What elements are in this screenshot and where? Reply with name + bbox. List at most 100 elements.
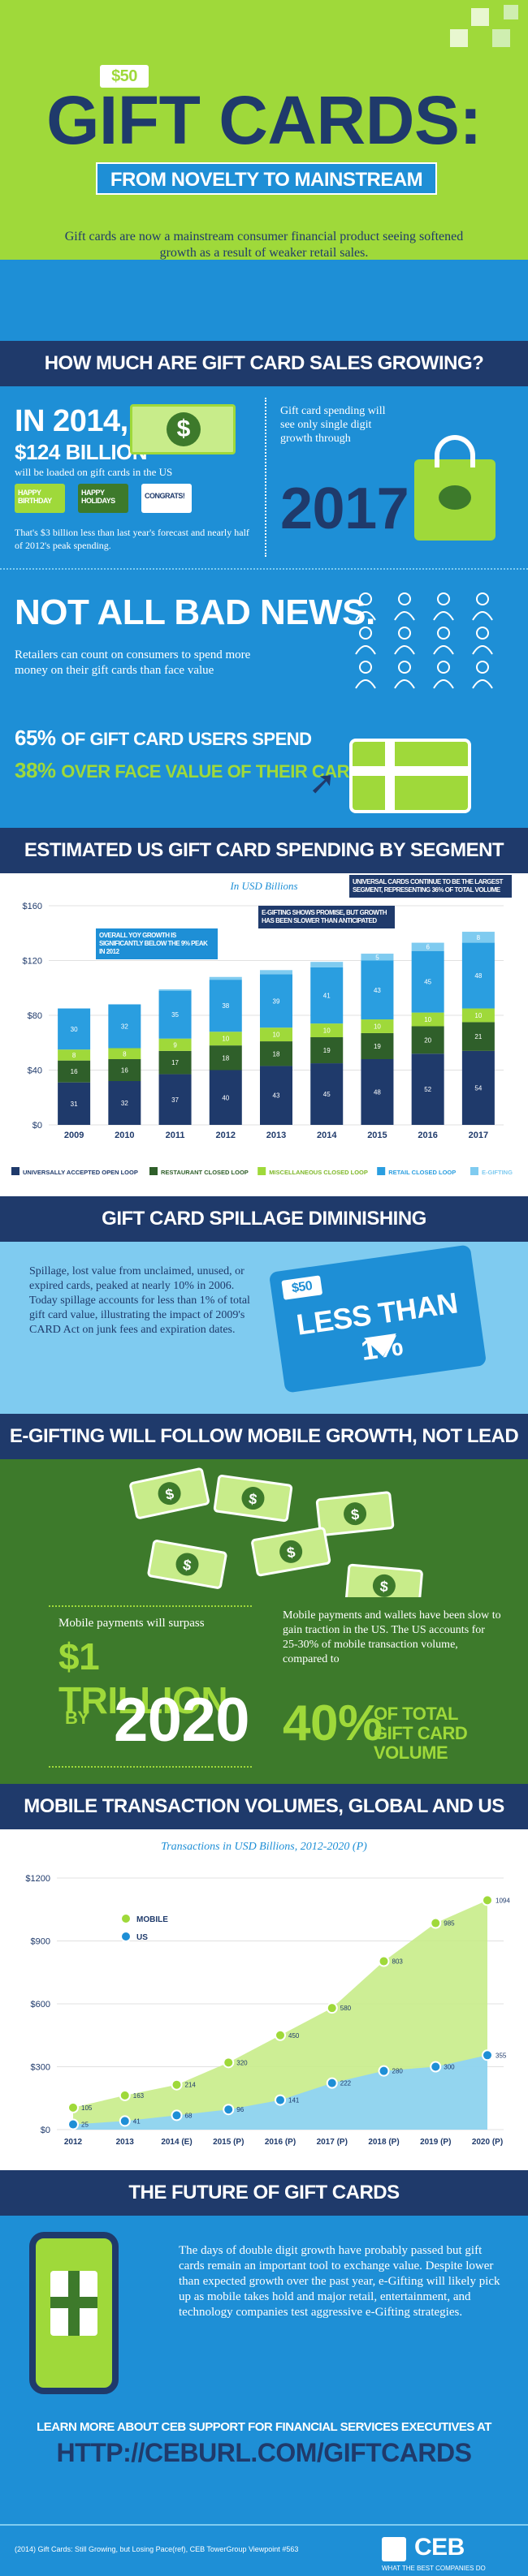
bar-segment (158, 990, 192, 1039)
y-tick-label: $600 (31, 2000, 50, 2010)
future-cta: LEARN MORE ABOUT CEB SUPPORT FOR FINANCI… (37, 2420, 491, 2434)
growth-right-text: Gift card spending will see only single … (280, 405, 386, 445)
card-birthday: HAPPY BIRTHDAY (15, 484, 65, 513)
egift-year: 2020 (114, 1686, 250, 1755)
mobile-point (326, 2002, 338, 2014)
x-tick-label: 2019 (P) (420, 2138, 451, 2147)
us-point (119, 2115, 131, 2127)
bar-segment (158, 1050, 192, 1075)
bar-segment (209, 976, 242, 980)
legend-label: MISCELLANEOUS CLOSED LOOP (269, 1169, 368, 1176)
bar-value-label: 9 (173, 1041, 177, 1049)
bar-value-label: 52 (424, 1086, 431, 1093)
egift-by: BY (65, 1708, 89, 1728)
point-label: 163 (133, 2092, 145, 2100)
bar-value-label: 54 (474, 1084, 482, 1092)
x-tick-label: 2013 (266, 1131, 286, 1140)
dollar-bill-icon: $ (129, 1467, 210, 1519)
y-tick-label: $120 (23, 957, 42, 967)
bar-value-label: 18 (273, 1050, 280, 1058)
bar-value-label: 45 (323, 1091, 331, 1098)
bill-seal (158, 1482, 181, 1506)
x-tick-label: 2015 (P) (213, 2138, 244, 2147)
bar-value-label: 31 (71, 1101, 78, 1108)
stat2: 38% OVER FACE VALUE OF THEIR CARDS (15, 758, 374, 783)
us-point (67, 2118, 79, 2130)
badge-50: $50 (100, 65, 149, 88)
x-tick-label: 2017 (P) (317, 2138, 348, 2147)
growth-right-year: 2017 (280, 476, 409, 541)
point-label: 450 (288, 2032, 300, 2040)
bar-segment (310, 1023, 344, 1037)
growth-note: That's $3 billion less than last year's … (15, 527, 249, 551)
mobile-point (119, 2089, 131, 2101)
dollar-bill-icon: $ (251, 1527, 331, 1577)
footer: (2014) Gift Cards: Still Growing, but Lo… (0, 2524, 528, 2576)
mobile-point (223, 2057, 235, 2069)
stat2-text: OVER FACE VALUE OF THEIR CARDS (61, 761, 374, 782)
us-point (430, 2061, 442, 2073)
bar-segment (158, 989, 192, 991)
bar-segment (260, 970, 292, 975)
callout-universal: UNIVERSAL CARDS CONTINUE TO BE THE LARGE… (349, 875, 512, 898)
bar-segment (361, 960, 394, 1020)
person-icon (433, 645, 454, 655)
bar-value-label: 10 (273, 1032, 280, 1039)
future-url[interactable]: HTTP://CEBURL.COM/GIFTCARDS (56, 2438, 472, 2467)
mobile-unit: Transactions in USD Billions, 2012-2020 … (161, 1841, 367, 1853)
bar-value-label: 32 (121, 1023, 128, 1031)
growth-section: IN 2014, $124 BILLION will be loaded on … (0, 386, 528, 568)
bar-value-label: 43 (374, 987, 381, 994)
stat1-text: OF GIFT CARD USERS SPEND (61, 729, 312, 749)
intro-text: Gift cards are now a mainstream consumer… (64, 230, 464, 260)
bar-segment (108, 1004, 141, 1049)
point-label: 214 (185, 2082, 197, 2089)
bar-segment (310, 1037, 344, 1064)
bar-segment (260, 974, 292, 1028)
egift-right-text: Mobile payments and wallets have been sl… (283, 1609, 501, 1665)
stat1-pct: 65% (15, 726, 56, 750)
news-text: Retailers can count on consumers to spen… (15, 648, 251, 677)
mobile-point (171, 2078, 183, 2091)
person-icon (394, 679, 415, 689)
person-icon (472, 611, 493, 621)
y-tick-label: $160 (23, 902, 42, 911)
person-icon (359, 627, 372, 640)
callout-egifting: E-GIFTING SHOWS PROMISE, BUT GROWTH HAS … (258, 906, 395, 928)
person-icon (355, 611, 376, 621)
legend-swatch (11, 1167, 19, 1175)
segment-unit: In USD Billions (230, 880, 298, 892)
stat2-pct: 38% (15, 758, 56, 782)
bar-value-label: 18 (222, 1054, 229, 1062)
us-point (275, 2094, 286, 2106)
bill-symbol: $ (379, 1578, 389, 1595)
bar-value-label: 39 (273, 997, 280, 1005)
point-label: 985 (444, 1920, 455, 1928)
person-icon (433, 611, 454, 621)
growth-amount: $124 BILLION (15, 440, 148, 464)
logo-tag: WHAT THE BEST COMPANIES DO (382, 2565, 486, 2572)
person-icon (476, 661, 489, 674)
x-tick-label: 2009 (64, 1131, 84, 1140)
egift-left-small: Mobile payments will surpass (58, 1617, 205, 1630)
bill-seal (279, 1540, 303, 1563)
person-icon (437, 661, 450, 674)
bar-segment (108, 1081, 141, 1125)
dollar-bill-icon: $ (213, 1475, 293, 1523)
bill-seal (241, 1487, 265, 1510)
y-tick-label: $0 (32, 1121, 42, 1131)
bar-value-label: 16 (121, 1067, 128, 1075)
point-label: 580 (340, 2005, 352, 2012)
bar-segment (158, 1038, 192, 1051)
us-point (223, 2104, 235, 2116)
legend-swatch (149, 1167, 158, 1175)
bar-value-label: 48 (374, 1089, 381, 1096)
egift-left-big: $1 TRILLION (58, 1635, 228, 1721)
mobile-point (67, 2101, 79, 2113)
news-section: NOT ALL BAD NEWS. Retailers can count on… (0, 568, 528, 828)
dollar-bill-icon: $ (130, 404, 236, 454)
bill-symbol: $ (286, 1544, 296, 1561)
segment-chart: $0$40$80$120$160311683020093216832201037… (11, 902, 513, 1176)
point-label: 320 (236, 2059, 248, 2066)
mobile-point (430, 1917, 442, 1929)
